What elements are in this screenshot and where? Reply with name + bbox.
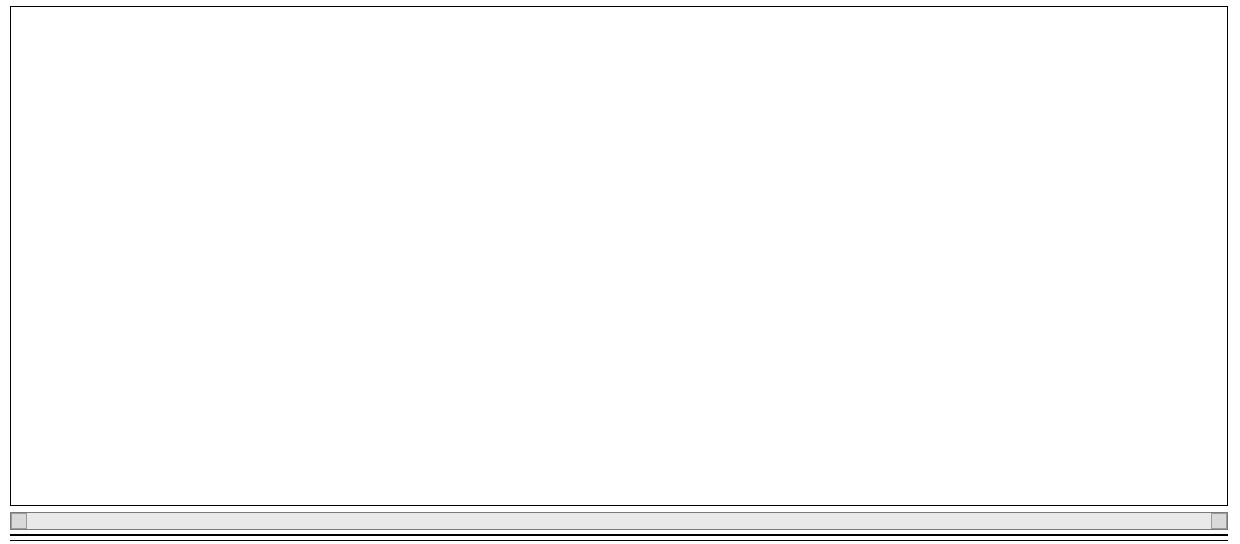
chromatogram-trace-svg: [51, 15, 1221, 483]
chromatogram-panel: [0, 0, 1240, 544]
scrollbar-track[interactable]: [27, 513, 1211, 529]
double-rule: [10, 534, 1228, 541]
plot-area: [51, 15, 1221, 483]
horizontal-scrollbar[interactable]: [10, 512, 1228, 530]
right-edge-marks: [1221, 15, 1225, 483]
chart-frame: [10, 6, 1228, 506]
scroll-left-button[interactable]: [11, 513, 27, 529]
scroll-right-button[interactable]: [1211, 513, 1227, 529]
